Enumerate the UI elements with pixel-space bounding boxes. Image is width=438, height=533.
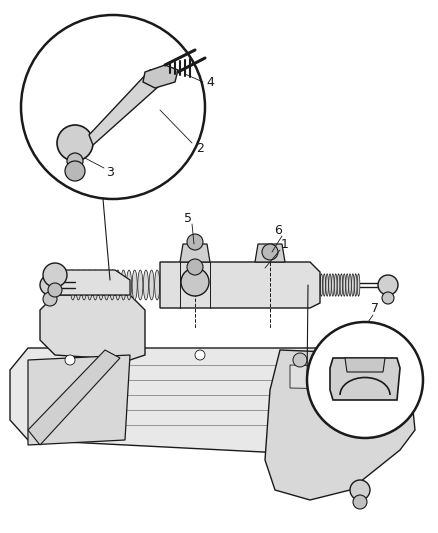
Circle shape [350,480,370,500]
Polygon shape [160,262,320,308]
Ellipse shape [326,274,328,296]
Ellipse shape [104,270,109,300]
Polygon shape [40,295,145,360]
Ellipse shape [349,274,351,296]
Circle shape [353,495,367,509]
Ellipse shape [87,270,92,300]
Ellipse shape [99,270,103,300]
Circle shape [65,355,75,365]
Ellipse shape [127,270,131,300]
Ellipse shape [115,270,120,300]
Circle shape [57,125,93,161]
Ellipse shape [81,270,87,300]
Ellipse shape [93,270,98,300]
Circle shape [293,353,307,367]
Ellipse shape [346,274,348,296]
Circle shape [378,275,398,295]
Ellipse shape [343,274,346,296]
Circle shape [40,275,60,295]
Text: 4: 4 [206,76,214,88]
Circle shape [65,161,85,181]
Polygon shape [345,358,385,372]
Circle shape [21,15,205,199]
Circle shape [48,283,62,297]
Ellipse shape [320,274,323,296]
Ellipse shape [357,274,360,296]
Ellipse shape [121,270,126,300]
Ellipse shape [70,270,75,300]
Polygon shape [89,68,168,145]
Circle shape [43,263,67,287]
Ellipse shape [337,274,340,296]
Circle shape [195,350,205,360]
Text: 1: 1 [281,238,289,252]
Polygon shape [42,270,130,295]
Ellipse shape [340,274,343,296]
Polygon shape [180,244,210,262]
Circle shape [67,153,83,169]
Ellipse shape [352,274,354,296]
Circle shape [43,292,57,306]
Text: 3: 3 [106,166,114,180]
Ellipse shape [323,274,325,296]
Polygon shape [333,342,377,366]
Ellipse shape [354,274,357,296]
Circle shape [365,375,375,385]
Ellipse shape [328,274,331,296]
Polygon shape [28,355,130,445]
Text: 6: 6 [274,223,282,237]
Ellipse shape [138,270,143,300]
Polygon shape [255,244,285,262]
Text: 5: 5 [184,212,192,224]
Text: 2: 2 [196,141,204,155]
Polygon shape [143,65,178,88]
Ellipse shape [332,274,334,296]
Ellipse shape [149,270,154,300]
Polygon shape [265,350,415,500]
Circle shape [382,292,394,304]
Circle shape [307,322,423,438]
Ellipse shape [132,270,137,300]
Ellipse shape [155,270,160,300]
Circle shape [181,268,209,296]
Ellipse shape [143,270,148,300]
Text: 7: 7 [371,302,379,314]
Polygon shape [290,365,395,390]
Circle shape [262,244,278,260]
Polygon shape [28,350,120,445]
Ellipse shape [110,270,115,300]
Polygon shape [10,348,400,458]
Circle shape [315,353,325,363]
Circle shape [187,234,203,250]
Ellipse shape [76,270,81,300]
Polygon shape [330,358,400,400]
Circle shape [187,259,203,275]
Ellipse shape [335,274,337,296]
